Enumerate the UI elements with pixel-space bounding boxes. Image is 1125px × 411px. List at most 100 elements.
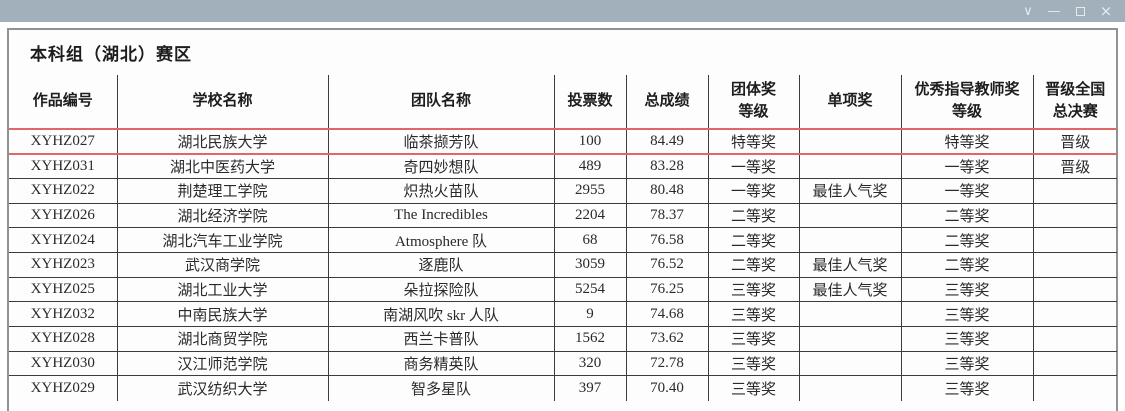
cell-team-name: 智多星队: [327, 375, 555, 402]
cell-teacher-award: 一等奖: [900, 153, 1034, 179]
cell-single-award: [798, 350, 902, 377]
cell-finals-status: [1032, 227, 1118, 253]
cell-work-id: XYHZ031: [8, 153, 118, 179]
cell-work-id: XYHZ028: [8, 326, 118, 352]
chevron-down-icon[interactable]: ∨: [1023, 3, 1033, 19]
table-row: XYHZ022 荆楚理工学院 炽热火苗队 2955 80.48 一等奖 最佳人气奖 一等奖: [8, 177, 1118, 204]
cell-group-award: 特等奖: [707, 128, 800, 155]
table-row: XYHZ025 湖北工业大学 朵拉探险队 5254 76.25 三等奖 最佳人气奖 三等奖: [8, 276, 1118, 303]
cell-group-award: 二等奖: [707, 227, 800, 253]
cell-team-name: The Incredibles: [327, 202, 555, 229]
cell-teacher-award: 三等奖: [900, 326, 1034, 352]
cell-teacher-award: 三等奖: [900, 350, 1034, 377]
cell-work-id: XYHZ027: [8, 128, 118, 155]
cell-single-award: [798, 202, 902, 229]
column-header-finals-status: 晋级全国 总决赛: [1032, 74, 1118, 130]
cell-school-name: 湖北工业大学: [116, 276, 329, 303]
page-title: 本科组（湖北）赛区: [30, 45, 192, 64]
cell-team-name: 临茶撷芳队: [327, 128, 555, 155]
table-row: XYHZ026 湖北经济学院 The Incredibles 2204 78.37 二等奖…: [8, 202, 1118, 229]
cell-total-score: 76.52: [625, 251, 709, 278]
cell-team-name: 商务精英队: [327, 350, 555, 377]
table-row: XYHZ031 湖北中医药大学 奇四妙想队 489 83.28 一等奖 一等奖 晋级: [8, 153, 1118, 179]
cell-school-name: 湖北汽车工业学院: [116, 227, 329, 253]
cell-team-name: 奇四妙想队: [327, 153, 555, 179]
cell-team-name: 西兰卡普队: [327, 326, 555, 352]
column-header-work-id: 作品编号: [8, 74, 118, 130]
cell-single-award: 最佳人气奖: [798, 276, 902, 303]
cell-school-name: 湖北商贸学院: [116, 326, 329, 352]
cell-total-score: 76.58: [625, 227, 709, 253]
cell-vote-count: 100: [553, 128, 627, 155]
column-header-team-name: 团队名称: [327, 74, 555, 130]
cell-finals-status: [1032, 177, 1118, 204]
cell-teacher-award: 二等奖: [900, 202, 1034, 229]
table-row-highlighted: XYHZ027 湖北民族大学 临茶撷芳队 100 84.49 特等奖 特等奖 晋级: [8, 128, 1118, 155]
table-row: XYHZ024 湖北汽车工业学院 Atmosphere 队 68 76.58 二等奖 二等奖: [8, 227, 1118, 253]
table-row: XYHZ032 中南民族大学 南湖风吹 skr 人队 9 74.68 三等奖 三等奖: [8, 301, 1118, 327]
document-page: 本科组（湖北）赛区 作品编号 学校名称 团队名称 投票数 总成绩 团体奖 等级 单项奖 优秀指导…: [7, 28, 1118, 411]
cell-team-name: 南湖风吹 skr 人队: [327, 301, 555, 327]
cell-teacher-award: 三等奖: [900, 301, 1034, 327]
cell-school-name: 武汉纺织大学: [116, 375, 329, 402]
cell-teacher-award: 二等奖: [900, 227, 1034, 253]
cell-vote-count: 320: [553, 350, 627, 377]
cell-team-name: 朵拉探险队: [327, 276, 555, 303]
cell-total-score: 73.62: [625, 326, 709, 352]
results-table: 作品编号 学校名称 团队名称 投票数 总成绩 团体奖 等级 单项奖 优秀指导教师奖 等级 晋级全国总…: [8, 74, 1118, 402]
cell-single-award: 最佳人气奖: [798, 177, 902, 204]
cell-group-award: 二等奖: [707, 202, 800, 229]
minimize-icon[interactable]: —: [1047, 3, 1061, 19]
cell-work-id: XYHZ022: [8, 177, 118, 204]
column-header-total-score: 总成绩: [625, 74, 709, 130]
cell-school-name: 湖北经济学院: [116, 202, 329, 229]
close-icon[interactable]: ×: [1099, 1, 1113, 20]
cell-vote-count: 9: [553, 301, 627, 327]
cell-single-award: [798, 128, 902, 155]
column-header-vote-count: 投票数: [553, 74, 627, 130]
cell-team-name: 逐鹿队: [327, 251, 555, 278]
cell-group-award: 三等奖: [707, 375, 800, 402]
cell-finals-status: [1032, 202, 1118, 229]
cell-group-award: 一等奖: [707, 153, 800, 179]
table-header: 作品编号 学校名称 团队名称 投票数 总成绩 团体奖 等级 单项奖 优秀指导教师奖 等级 晋级全国总…: [8, 74, 1118, 130]
cell-single-award: [798, 301, 902, 327]
cell-finals-status: [1032, 251, 1118, 278]
cell-finals-status: [1032, 301, 1118, 327]
window-titlebar: ∨ — ×: [0, 0, 1125, 22]
cell-single-award: [798, 326, 902, 352]
cell-finals-status: [1032, 276, 1118, 303]
cell-teacher-award: 三等奖: [900, 276, 1034, 303]
cell-school-name: 湖北中医药大学: [116, 153, 329, 179]
cell-team-name: Atmosphere 队: [327, 227, 555, 253]
cell-work-id: XYHZ024: [8, 227, 118, 253]
maximize-icon[interactable]: [1067, 0, 1093, 22]
column-header-group-award: 团体奖 等级: [707, 74, 800, 130]
cell-group-award: 一等奖: [707, 177, 800, 204]
cell-group-award: 三等奖: [707, 301, 800, 327]
cell-vote-count: 1562: [553, 326, 627, 352]
cell-teacher-award: 特等奖: [900, 128, 1034, 155]
cell-finals-status: 晋级: [1032, 128, 1118, 155]
cell-finals-status: 晋级: [1032, 153, 1118, 179]
cell-teacher-award: 三等奖: [900, 375, 1034, 402]
cell-work-id: XYHZ032: [8, 301, 118, 327]
cell-school-name: 荆楚理工学院: [116, 177, 329, 204]
cell-finals-status: [1032, 375, 1118, 402]
cell-vote-count: 397: [553, 375, 627, 402]
cell-single-award: [798, 375, 902, 402]
cell-group-award: 三等奖: [707, 326, 800, 352]
cell-school-name: 武汉商学院: [116, 251, 329, 278]
cell-total-score: 80.48: [625, 177, 709, 204]
cell-total-score: 84.49: [625, 128, 709, 155]
cell-group-award: 三等奖: [707, 276, 800, 303]
cell-work-id: XYHZ023: [8, 251, 118, 278]
cell-work-id: XYHZ025: [8, 276, 118, 303]
cell-work-id: XYHZ029: [8, 375, 118, 402]
cell-total-score: 70.40: [625, 375, 709, 402]
cell-teacher-award: 二等奖: [900, 251, 1034, 278]
cell-single-award: 最佳人气奖: [798, 251, 902, 278]
column-header-single-award: 单项奖: [798, 74, 902, 130]
cell-finals-status: [1032, 350, 1118, 377]
cell-single-award: [798, 153, 902, 179]
